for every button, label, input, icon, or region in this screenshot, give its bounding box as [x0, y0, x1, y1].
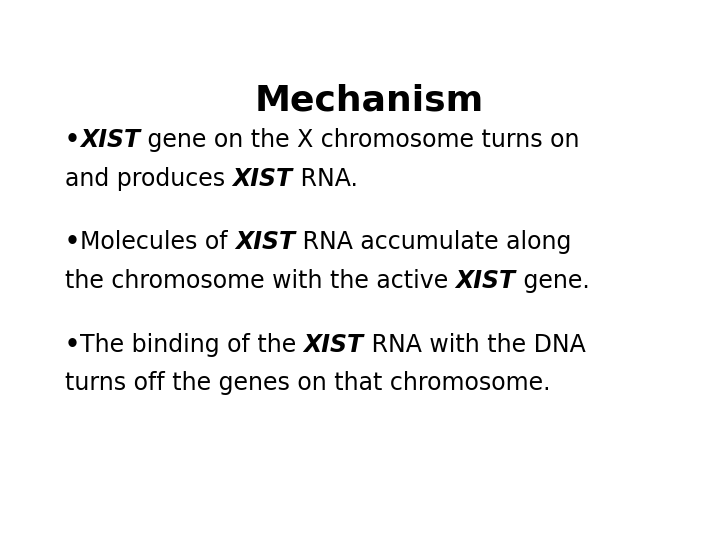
- Text: •: •: [65, 129, 80, 152]
- Text: turns off the genes on that chromosome.: turns off the genes on that chromosome.: [65, 372, 550, 395]
- Text: •: •: [65, 231, 80, 254]
- Text: RNA accumulate along: RNA accumulate along: [295, 231, 572, 254]
- Text: RNA.: RNA.: [292, 167, 357, 191]
- Text: •: •: [65, 333, 80, 356]
- Text: XIST: XIST: [456, 269, 516, 293]
- Text: the chromosome with the active: the chromosome with the active: [65, 269, 456, 293]
- Text: The binding of the: The binding of the: [80, 333, 304, 356]
- Text: XIST: XIST: [235, 231, 295, 254]
- Text: RNA with the DNA: RNA with the DNA: [364, 333, 585, 356]
- Text: and produces: and produces: [65, 167, 233, 191]
- Text: XIST: XIST: [233, 167, 292, 191]
- Text: Molecules of: Molecules of: [80, 231, 235, 254]
- Text: XIST: XIST: [304, 333, 364, 356]
- Text: gene on the X chromosome turns on: gene on the X chromosome turns on: [140, 129, 580, 152]
- Text: gene.: gene.: [516, 269, 590, 293]
- Text: XIST: XIST: [80, 129, 140, 152]
- Text: Mechanism: Mechanism: [254, 83, 484, 117]
